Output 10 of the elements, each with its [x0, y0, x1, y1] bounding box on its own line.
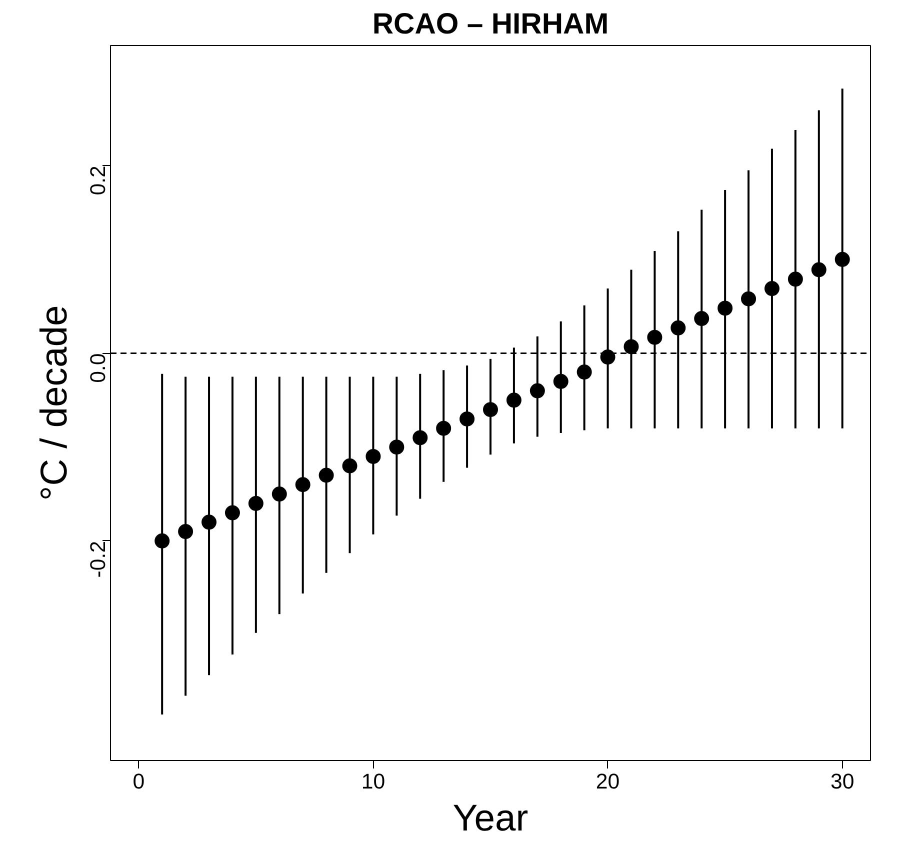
y-axis-title: °C / decade	[32, 305, 74, 501]
x-tick-label: 20	[596, 770, 620, 794]
chart-title: RCAO – HIRHAM	[372, 8, 609, 40]
y-tick-label: -0.2	[86, 540, 110, 578]
x-tick-label: 10	[361, 770, 386, 794]
y-tick-label: 0.2	[86, 166, 110, 196]
x-tick-label: 30	[830, 770, 854, 794]
x-tick-label: 0	[132, 770, 145, 794]
y-tick-label: 0.0	[86, 353, 110, 383]
x-axis-title: Year	[452, 796, 528, 838]
